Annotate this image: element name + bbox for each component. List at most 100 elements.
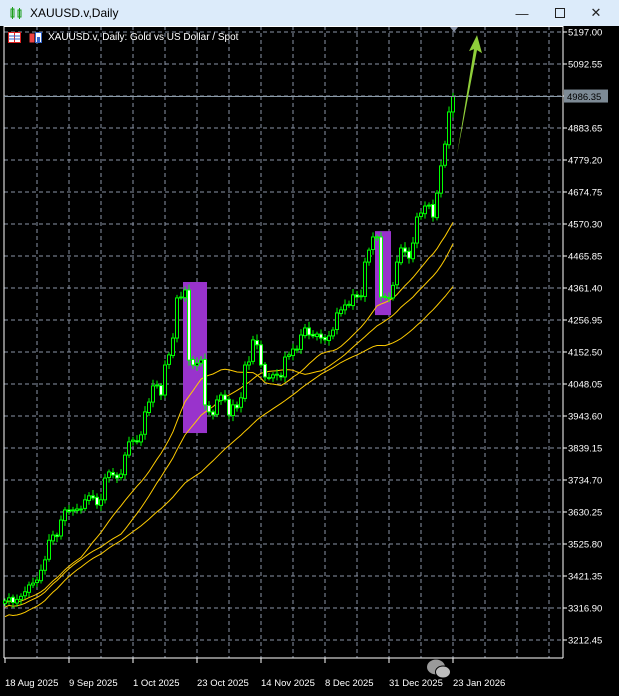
candle-body [87,495,91,501]
candle-body [119,473,123,478]
candle-body [419,212,423,217]
candle [15,594,19,607]
candle [123,452,127,480]
candle [239,392,243,413]
candle [303,323,307,339]
candle [331,327,335,340]
candle [147,398,151,417]
candle [107,469,111,483]
candle-body [23,591,27,597]
candle-body [51,534,55,542]
candle [91,490,95,501]
candle [431,199,435,222]
candle-body [123,454,127,476]
candle-body [219,394,223,402]
candle-body [299,334,303,350]
chart-header: XAUUSD.v, Daily: Gold vs US Dollar / Spo… [8,32,238,43]
candle [327,331,331,346]
candle-body [255,340,259,346]
candle [275,369,279,381]
moving-average-line [4,243,454,608]
price-chart[interactable]: 5197.00 5092.55 4883.65 4779.20 4674.75 4570.… [0,26,619,696]
price-tick-label: 3630.25 [568,508,602,519]
candle-body [323,336,327,341]
candle [179,291,183,300]
candle-body [275,373,279,376]
candle [183,286,187,302]
candle [343,299,347,315]
candle [79,505,83,514]
candle [131,436,135,446]
candle [19,593,23,605]
highlight-box [183,281,207,434]
up-arrow-annotation [457,35,482,156]
candle [99,493,103,511]
candle-body [75,508,79,512]
minimize-button[interactable]: — [504,0,540,26]
candle [395,256,399,290]
candle-body [311,333,315,337]
candle-body [167,354,171,365]
candle-body [195,362,199,367]
candle-body [335,312,339,330]
candle-body [103,477,107,501]
price-tick-label: 3316.90 [568,604,602,615]
candle-body [79,508,83,511]
candlestick-app-icon [10,7,22,19]
candle-body [307,327,311,336]
candle-body [451,96,455,113]
candle-body [143,411,147,435]
candle [55,532,59,543]
candle [403,242,407,256]
candle-body [59,519,63,537]
price-tick-label: 5197.00 [568,28,602,39]
candle-body [315,333,319,338]
candle-body [99,499,103,506]
candle-body [407,250,411,259]
candle [447,106,451,149]
price-tick-label: 4779.20 [568,156,602,167]
price-tick-label: 3943.60 [568,412,602,423]
candle-body [15,598,19,604]
candle [163,360,167,399]
time-tick-label: 18 Aug 2025 [5,678,58,689]
close-button[interactable]: ✕ [578,0,614,26]
candle-body [379,236,383,298]
candle-body [135,440,139,443]
candle-body [391,284,395,299]
candle [339,306,343,317]
candle [251,335,255,365]
candle-body [343,304,347,311]
candle-body [239,397,243,408]
candle-body [447,111,451,146]
chart-background [0,26,619,696]
candle [159,383,163,400]
candle-body [383,295,387,298]
candle-body [47,539,51,560]
candle [267,372,271,381]
candle-body [115,474,119,479]
candle-body [131,439,135,442]
candle-body [371,236,375,251]
close-icon: ✕ [590,5,602,20]
candle [335,307,339,335]
moving-average-line [4,222,454,604]
candle [215,395,219,418]
candle [111,467,115,479]
candle [255,334,259,350]
minimize-icon: — [515,5,529,21]
candle-body [243,364,247,399]
candle [419,210,423,220]
candle [171,333,175,359]
candle-body [27,584,31,593]
candle-body [147,401,151,414]
candle [71,506,75,516]
candle-body [159,385,163,396]
maximize-button[interactable] [542,0,578,26]
candle [367,247,371,266]
candle-body [151,385,155,403]
price-tick-label: 3734.70 [568,476,602,487]
candle [7,593,11,605]
candle-body [435,192,439,219]
candle [231,399,235,422]
